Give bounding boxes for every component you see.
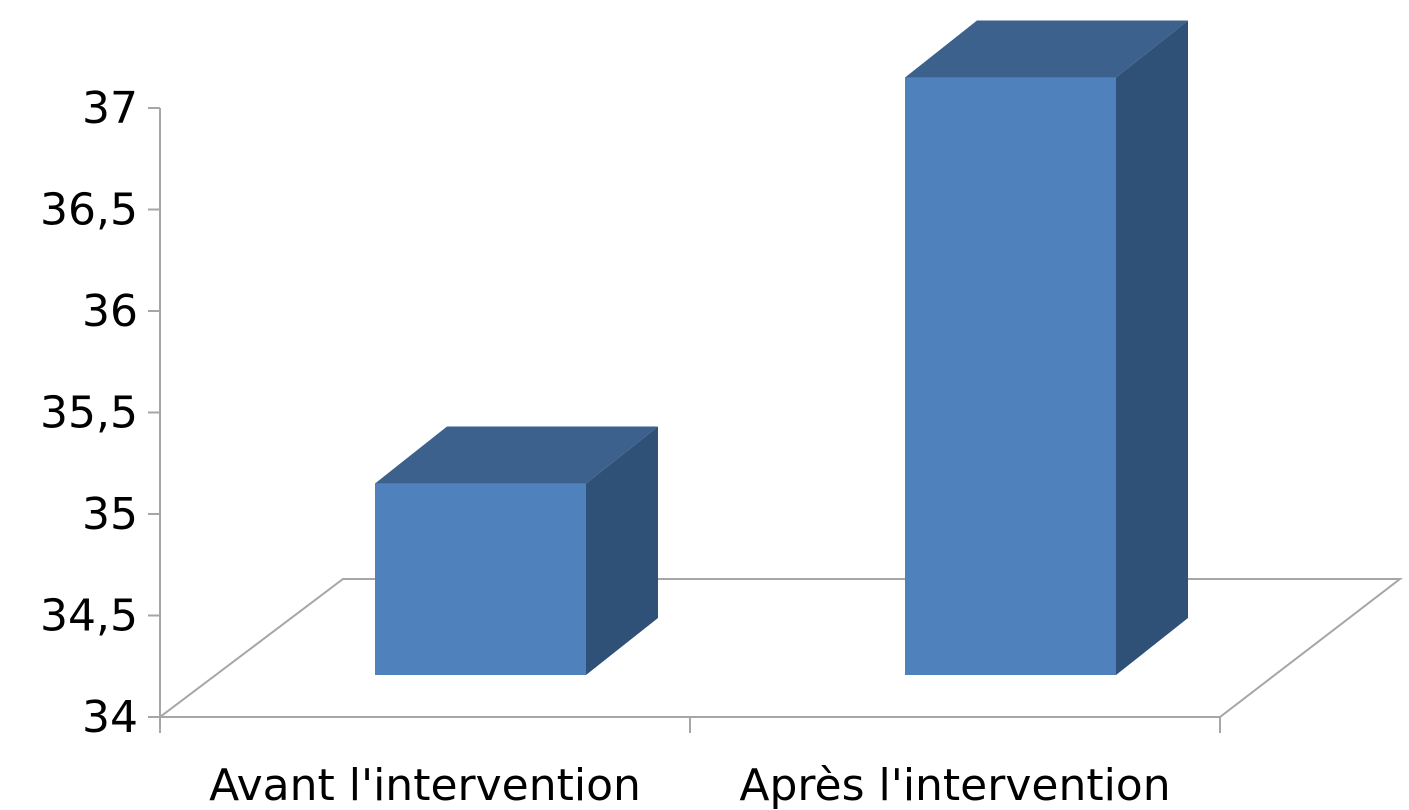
bar-front-face [905, 77, 1116, 676]
y-tick-label: 36 [82, 286, 138, 337]
bar-side-face [1116, 20, 1188, 676]
bar-front-face [375, 483, 586, 675]
y-tick-label: 35 [82, 489, 138, 540]
y-axis-ticks: 34 34,5 35 35,5 36 36,5 37 [40, 83, 160, 743]
bar-top-face [905, 20, 1188, 78]
x-axis-labels: Avant l'intervention Après l'intervention [209, 760, 1171, 810]
y-tick-label: 35,5 [40, 388, 138, 439]
bar-side-face [586, 426, 658, 675]
bar [375, 426, 658, 675]
y-tick-label: 34,5 [40, 591, 138, 642]
bars [375, 20, 1188, 676]
floor-plane [157, 578, 1403, 718]
y-tick-label: 36,5 [40, 185, 138, 236]
bar-top-face [375, 426, 658, 484]
bar [905, 20, 1188, 676]
y-tick-label: 37 [82, 83, 138, 134]
x-category-label: Après l'intervention [739, 760, 1170, 810]
chart-floor [157, 578, 1403, 718]
x-category-label: Avant l'intervention [209, 760, 641, 810]
y-tick-label: 34 [82, 692, 138, 743]
